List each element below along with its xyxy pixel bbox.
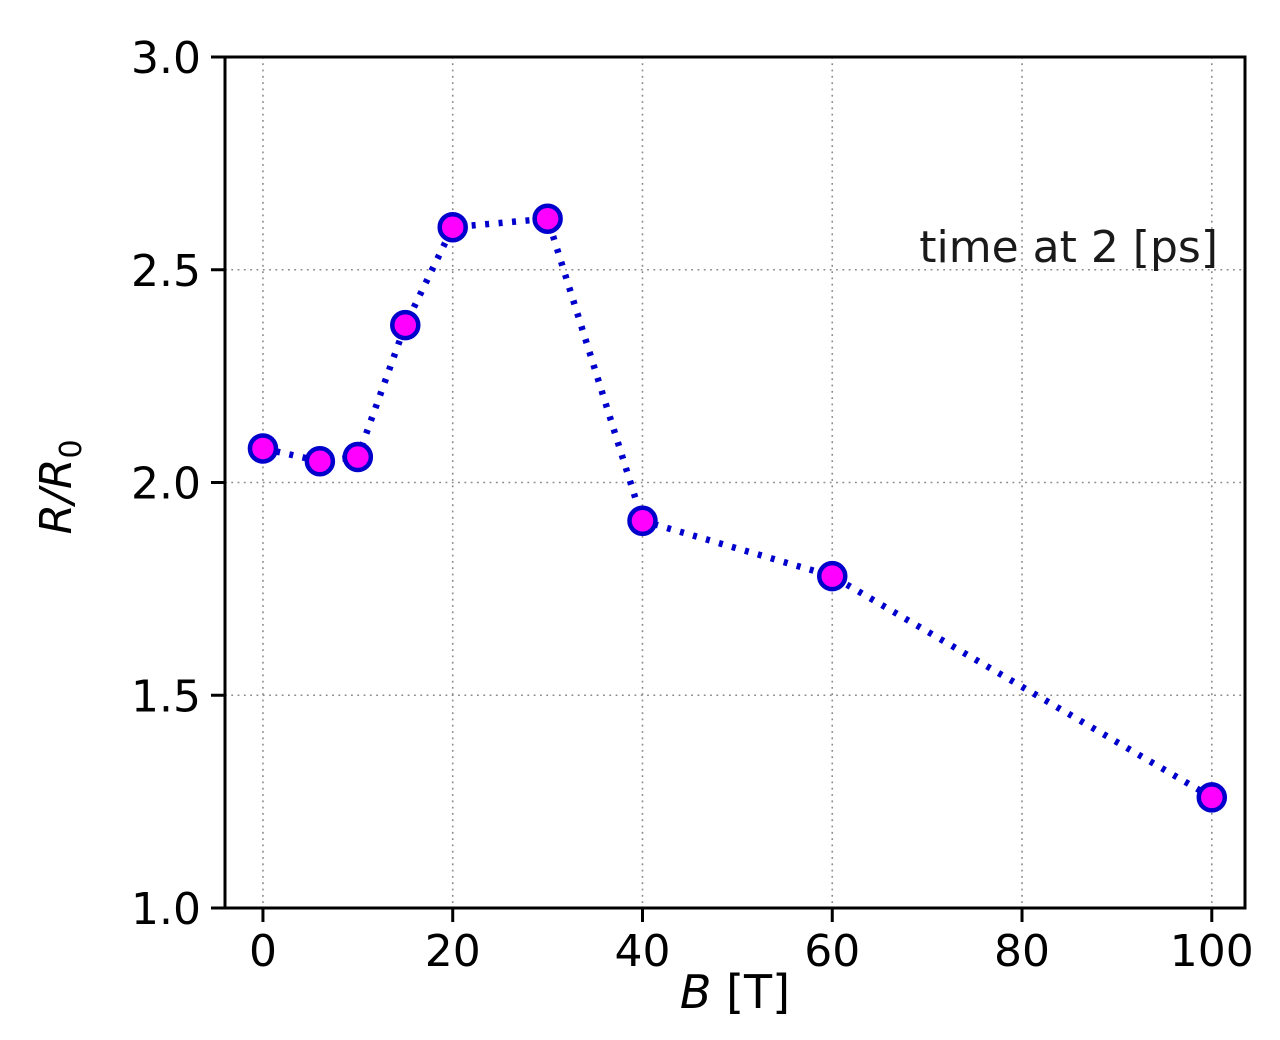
- y-tick-label: 2.0: [131, 459, 201, 510]
- data-point-marker: [390, 309, 421, 341]
- y-tick-label: 1.5: [131, 671, 201, 722]
- data-point-marker: [247, 433, 279, 464]
- data-point-marker: [627, 505, 658, 537]
- y-axis-label: R/R0: [31, 87, 89, 887]
- data-point-marker: [304, 445, 336, 477]
- y-tick-label: 1.0: [131, 884, 201, 935]
- x-tick-label: 60: [804, 926, 860, 977]
- y-tick-label: 3.0: [131, 33, 201, 84]
- y-axis-label-main: R/R: [31, 458, 83, 535]
- x-tick-label: 40: [614, 926, 670, 977]
- data-point-marker: [342, 441, 374, 473]
- y-axis-label-subscript: 0: [53, 439, 89, 459]
- x-axis-label-variable: B: [679, 965, 712, 1019]
- axes-frame: [223, 55, 1247, 910]
- data-point-marker: [817, 560, 848, 592]
- data-point-marker: [1196, 782, 1228, 813]
- data-point-marker: [532, 203, 563, 234]
- x-tick-label: 100: [1170, 926, 1254, 977]
- data-point-marker: [437, 211, 468, 243]
- x-axis-label-unit: [T]: [711, 965, 791, 1019]
- data-line: [262, 215, 1214, 801]
- x-tick-label: 80: [994, 926, 1050, 977]
- x-tick-label: 0: [249, 926, 277, 977]
- annotation-text: time at 2 [ps]: [919, 222, 1218, 273]
- x-axis-label: B [T]: [225, 965, 1245, 1019]
- x-tick-label: 20: [425, 926, 481, 977]
- y-tick-label: 2.5: [131, 246, 201, 297]
